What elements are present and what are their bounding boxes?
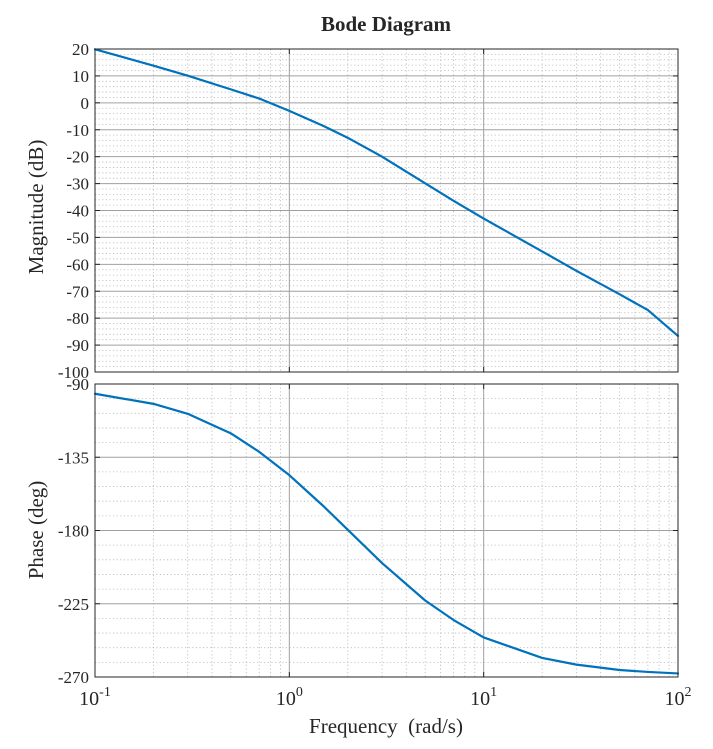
- phase-y-tick-label: -135: [58, 448, 89, 467]
- magnitude-y-tick-label: -60: [66, 255, 89, 274]
- x-tick-label: 10-1: [79, 685, 111, 710]
- phase-y-axis-label: Phase (deg): [24, 481, 48, 580]
- magnitude-y-tick-label: 20: [72, 40, 89, 59]
- x-tick-label: 102: [665, 685, 692, 710]
- x-tick-label: 101: [470, 685, 497, 710]
- phase-y-tick-label: -270: [58, 668, 89, 687]
- magnitude-y-tick-label: 0: [81, 94, 90, 113]
- phase-major-grid: [95, 384, 678, 677]
- magnitude-panel: 20 10 0 -10 -20 -30 -40 -50 -60 -70 -80 -90 -100: [58, 40, 680, 382]
- phase-y-tick-label: -90: [66, 375, 89, 394]
- magnitude-y-tick-label: 10: [72, 67, 89, 86]
- magnitude-y-tick-label: -90: [66, 336, 89, 355]
- magnitude-y-tick-label: -70: [66, 282, 89, 301]
- magnitude-y-tick-label: -80: [66, 309, 89, 328]
- x-axis-label: Frequency (rad/s): [309, 714, 463, 738]
- phase-y-tick-label: -180: [58, 522, 89, 541]
- magnitude-y-tick-label: -50: [66, 228, 89, 247]
- chart-title: Bode Diagram: [321, 12, 452, 36]
- phase-response-line: [93, 392, 680, 675]
- magnitude-y-tick-label: -30: [66, 175, 89, 194]
- x-tick-label: 100: [276, 685, 303, 710]
- magnitude-y-tick-label: -100: [58, 363, 89, 382]
- magnitude-y-tick-label: -40: [66, 202, 89, 221]
- magnitude-y-axis-label: Magnitude (dB): [24, 140, 48, 275]
- magnitude-y-tick-label: -10: [66, 121, 89, 140]
- phase-y-tick-label: -225: [58, 595, 89, 614]
- magnitude-y-tick-label: -20: [66, 148, 89, 167]
- magnitude-response-line: [93, 48, 680, 338]
